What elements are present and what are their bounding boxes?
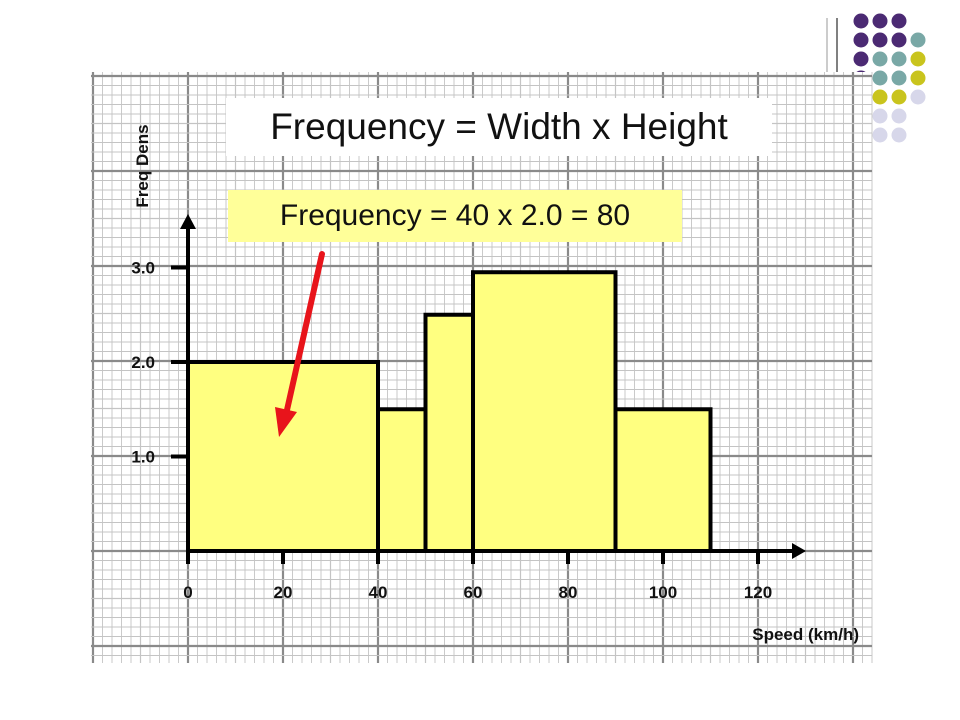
decorative-dot	[872, 51, 888, 67]
histogram-bar-3	[423, 312, 475, 553]
decorative-dot	[872, 32, 888, 48]
y-axis-ticks: 1.0 2.0 3.0	[131, 259, 188, 467]
y-axis-label: Freq Dens	[133, 124, 152, 207]
x-tick-label: 20	[274, 583, 293, 602]
decorative-dot	[891, 32, 907, 48]
decorative-dot	[853, 51, 869, 67]
y-tick-label: 3.0	[131, 259, 155, 278]
x-axis-arrowhead	[792, 543, 806, 559]
histogram-bar-5	[613, 407, 713, 553]
y-axis-arrowhead	[180, 214, 196, 229]
decorative-dot	[872, 13, 888, 29]
x-axis-label: Speed (km/h)	[752, 625, 859, 644]
x-axis-ticks: 0 20 40 60 80 100 120	[183, 551, 772, 602]
axes	[180, 214, 806, 559]
histogram-bar-1	[186, 360, 380, 553]
decorative-dot	[910, 70, 926, 86]
arrow-head	[275, 407, 297, 437]
x-tick-label: 100	[649, 583, 677, 602]
x-tick-label: 120	[744, 583, 772, 602]
decorative-dot	[891, 51, 907, 67]
decorative-dot	[891, 70, 907, 86]
decorative-dot	[891, 13, 907, 29]
decorative-dot	[891, 108, 907, 124]
decorative-dot	[910, 51, 926, 67]
x-tick-label: 60	[464, 583, 483, 602]
slide-title: Frequency = Width x Height	[226, 98, 772, 156]
arrow-shaft	[284, 251, 325, 413]
annotation-arrow	[275, 251, 325, 437]
decorative-dot	[891, 127, 907, 143]
decorative-dot	[872, 89, 888, 105]
decorative-dot	[891, 89, 907, 105]
histogram-bar-4	[471, 270, 618, 553]
x-tick-label: 0	[183, 583, 192, 602]
x-tick-label: 40	[369, 583, 388, 602]
histogram-bar-2	[376, 407, 428, 553]
decorative-dot	[910, 32, 926, 48]
x-tick-label: 80	[559, 583, 578, 602]
y-tick-label: 2.0	[131, 353, 155, 372]
decorative-dot	[872, 127, 888, 143]
decorative-dot	[853, 13, 869, 29]
formula-callout: Frequency = 40 x 2.0 = 80	[228, 190, 682, 242]
y-tick-label: 1.0	[131, 448, 155, 467]
decorative-dot	[872, 108, 888, 124]
decorative-dot	[910, 89, 926, 105]
decorative-dot	[872, 70, 888, 86]
decorative-dot	[853, 32, 869, 48]
histogram-bars	[186, 270, 713, 553]
